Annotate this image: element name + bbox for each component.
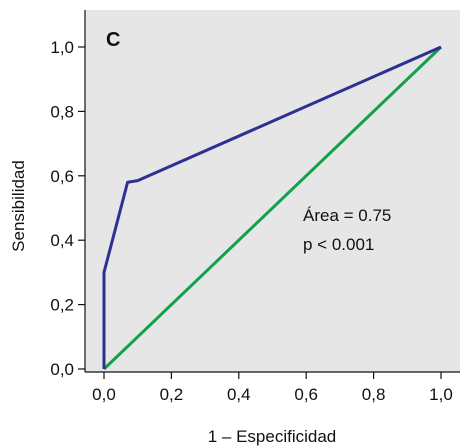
y-tick-label: 0,0 [50, 360, 74, 379]
y-tick-label: 0,6 [50, 167, 74, 186]
x-tick-label: 0,8 [362, 385, 386, 404]
x-axis-title: 1 – Especificidad [208, 427, 337, 446]
x-tick-label: 0,4 [227, 385, 251, 404]
reference-diagonal-line [102, 45, 443, 371]
y-tick-label: 1,0 [50, 38, 74, 57]
y-tick-label: 0,2 [50, 296, 74, 315]
x-tick-label: 0,6 [294, 385, 318, 404]
plot-area [85, 10, 460, 372]
p-value-annotation: p < 0.001 [303, 235, 374, 254]
x-tick-label: 0,0 [92, 385, 116, 404]
y-tick-label: 0,8 [50, 102, 74, 121]
area-annotation: Área = 0.75 [303, 206, 391, 225]
axes [84, 10, 460, 373]
x-tick-label: 1,0 [429, 385, 453, 404]
x-tick-label: 0,2 [160, 385, 184, 404]
ticks: 0,0 0,2 0,4 0,6 0,8 1,0 0,0 0,2 0,4 0,6 0,8 1,0 [50, 38, 452, 404]
panel-label: C [106, 29, 120, 51]
y-tick-label: 0,4 [50, 231, 74, 250]
roc-curve-line [102, 45, 442, 369]
series-layer [102, 45, 443, 371]
y-axis-title: Sensibilidad [9, 160, 28, 252]
